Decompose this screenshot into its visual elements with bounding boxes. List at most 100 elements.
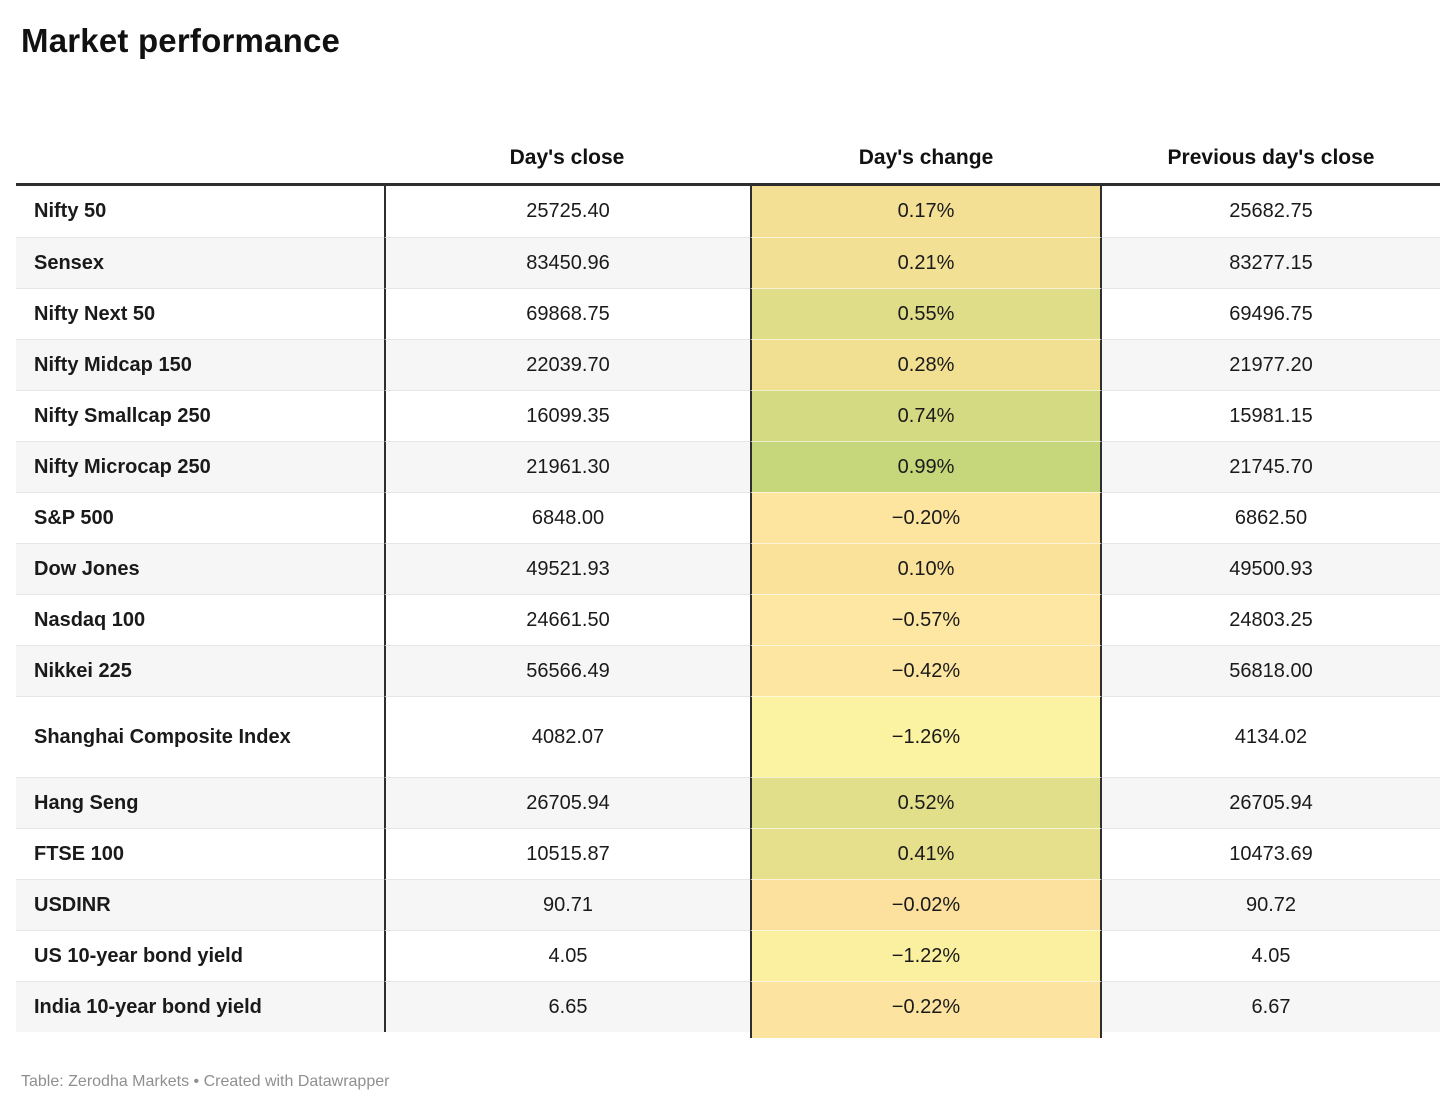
previous-days-close-value: 49500.93 [1102, 543, 1440, 594]
column-header-days-change: Day's change [858, 146, 994, 169]
table-row: S&P 500 6848.00 −0.20% 6862.50 [16, 492, 1440, 543]
table-row: India 10-year bond yield 6.65 −0.22% 6.67 [16, 981, 1440, 1032]
row-label-text: India 10-year bond yield [34, 995, 262, 1018]
row-label: US 10-year bond yield [16, 930, 384, 981]
days-change-value: 0.10% [750, 543, 1102, 594]
row-label-text: Sensex [34, 251, 105, 274]
row-label-text: Nikkei 225 [34, 659, 132, 682]
previous-days-close-value: 21977.20 [1102, 339, 1440, 390]
row-label: Nifty Midcap 150 [16, 339, 384, 390]
days-change-value: 0.21% [750, 237, 1102, 288]
table-row: Nasdaq 100 24661.50 −0.57% 24803.25 [16, 594, 1440, 645]
table-row: Nifty 50 25725.40 0.17% 25682.75 [16, 186, 1440, 237]
table-row: Nifty Midcap 150 22039.70 0.28% 21977.20 [16, 339, 1440, 390]
column-header-previous-days-close: Previous day's close [1167, 146, 1375, 169]
days-close-value: 56566.49 [384, 645, 750, 696]
days-close-value: 90.71 [384, 879, 750, 930]
row-label-text: US 10-year bond yield [34, 944, 243, 967]
row-label: S&P 500 [16, 492, 384, 543]
days-close-value: 6848.00 [384, 492, 750, 543]
column-header-days-close: Day's close [509, 146, 625, 169]
days-close-value: 22039.70 [384, 339, 750, 390]
table-row: Nifty Smallcap 250 16099.35 0.74% 15981.15 [16, 390, 1440, 441]
days-change-value: −0.20% [750, 492, 1102, 543]
previous-days-close-value: 56818.00 [1102, 645, 1440, 696]
row-label: Dow Jones [16, 543, 384, 594]
row-label-text: Nifty Next 50 [34, 302, 156, 325]
row-label: India 10-year bond yield [16, 981, 384, 1032]
days-close-value: 25725.40 [384, 186, 750, 237]
days-close-value: 10515.87 [384, 828, 750, 879]
previous-days-close-value: 90.72 [1102, 879, 1440, 930]
previous-days-close-value: 26705.94 [1102, 777, 1440, 828]
table-row: Dow Jones 49521.93 0.10% 49500.93 [16, 543, 1440, 594]
row-label: Nifty 50 [16, 186, 384, 237]
previous-days-close-value: 25682.75 [1102, 186, 1440, 237]
table-header-row: Day's close Day's change Previous day's … [16, 62, 1440, 186]
row-label: Nikkei 225 [16, 645, 384, 696]
days-close-value: 24661.50 [384, 594, 750, 645]
row-label: Shanghai Composite Index [16, 696, 384, 777]
days-close-value: 69868.75 [384, 288, 750, 339]
days-close-value: 16099.35 [384, 390, 750, 441]
table-row: Hang Seng 26705.94 0.52% 26705.94 [16, 777, 1440, 828]
row-label: FTSE 100 [16, 828, 384, 879]
table-row: Sensex 83450.96 0.21% 83277.15 [16, 237, 1440, 288]
days-close-value: 4082.07 [384, 696, 750, 777]
days-close-value: 6.65 [384, 981, 750, 1032]
row-label: Hang Seng [16, 777, 384, 828]
previous-days-close-value: 4134.02 [1102, 696, 1440, 777]
row-label-text: USDINR [34, 893, 111, 916]
table-row: Nikkei 225 56566.49 −0.42% 56818.00 [16, 645, 1440, 696]
previous-days-close-value: 10473.69 [1102, 828, 1440, 879]
previous-days-close-value: 15981.15 [1102, 390, 1440, 441]
days-close-value: 26705.94 [384, 777, 750, 828]
change-column-bottom-stub [750, 1032, 1102, 1038]
previous-days-close-value: 6.67 [1102, 981, 1440, 1032]
days-change-value: 0.41% [750, 828, 1102, 879]
table-row: US 10-year bond yield 4.05 −1.22% 4.05 [16, 930, 1440, 981]
row-label-text: Nasdaq 100 [34, 608, 146, 631]
row-label-text: Nifty Smallcap 250 [34, 404, 211, 427]
table-row: Nifty Microcap 250 21961.30 0.99% 21745.70 [16, 441, 1440, 492]
days-change-value: −0.57% [750, 594, 1102, 645]
table-body: Nifty 50 25725.40 0.17% 25682.75 Sensex 83450… [16, 186, 1440, 1032]
row-label-text: Nifty 50 [34, 200, 107, 222]
days-change-value: 0.52% [750, 777, 1102, 828]
days-close-value: 49521.93 [384, 543, 750, 594]
row-label-text: Hang Seng [34, 791, 139, 814]
row-label-text: Nifty Midcap 150 [34, 353, 192, 376]
row-label: Nifty Microcap 250 [16, 441, 384, 492]
days-change-value: −0.42% [750, 645, 1102, 696]
days-change-value: −0.22% [750, 981, 1102, 1032]
row-label: Sensex [16, 237, 384, 288]
days-close-value: 21961.30 [384, 441, 750, 492]
days-change-value: 0.74% [750, 390, 1102, 441]
table-row: Shanghai Composite Index 4082.07 −1.26% 413… [16, 696, 1440, 777]
days-close-value: 4.05 [384, 930, 750, 981]
row-label-text: S&P 500 [34, 506, 114, 529]
row-label-text: Nifty Microcap 250 [34, 455, 211, 478]
table-row: USDINR 90.71 −0.02% 90.72 [16, 879, 1440, 930]
days-change-value: −1.22% [750, 930, 1102, 981]
days-close-value: 83450.96 [384, 237, 750, 288]
table-row: Nifty Next 50 69868.75 0.55% 69496.75 [16, 288, 1440, 339]
days-change-value: −1.26% [750, 696, 1102, 777]
row-label: Nifty Smallcap 250 [16, 390, 384, 441]
table-footer-credit: Table: Zerodha Markets • Created with Da… [21, 1073, 390, 1090]
days-change-value: 0.55% [750, 288, 1102, 339]
table-row: FTSE 100 10515.87 0.41% 10473.69 [16, 828, 1440, 879]
row-label: Nifty Next 50 [16, 288, 384, 339]
page-title: Market performance [21, 22, 341, 59]
row-label-text: Dow Jones [34, 557, 140, 580]
row-label: Nasdaq 100 [16, 594, 384, 645]
previous-days-close-value: 4.05 [1102, 930, 1440, 981]
market-performance-table: Day's close Day's change Previous day's … [16, 62, 1440, 1038]
previous-days-close-value: 83277.15 [1102, 237, 1440, 288]
previous-days-close-value: 24803.25 [1102, 594, 1440, 645]
row-label: USDINR [16, 879, 384, 930]
days-change-value: −0.02% [750, 879, 1102, 930]
previous-days-close-value: 21745.70 [1102, 441, 1440, 492]
previous-days-close-value: 6862.50 [1102, 492, 1440, 543]
